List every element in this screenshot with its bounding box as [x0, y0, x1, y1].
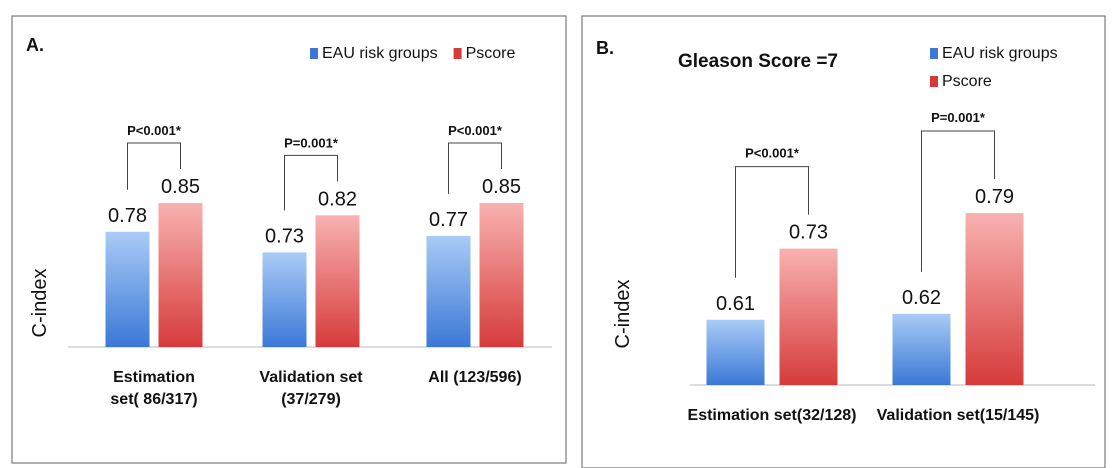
panel-a-value-label-pscore-2: 0.85	[482, 176, 521, 198]
panel-a-label: A.	[26, 35, 44, 55]
panel-a-significance-label-1: P=0.001*	[284, 135, 339, 150]
panel-b-significance-label-0: P<0.001*	[745, 146, 800, 161]
panel-a-value-label-eau-2: 0.77	[429, 209, 468, 231]
panel-a-y-axis-label: C-index	[29, 269, 51, 338]
panel-b-category-label-0: Estimation set(32/128)	[688, 407, 857, 424]
panel-a-significance-label-2: P<0.001*	[448, 123, 503, 138]
panel-a-category-label-0-line-1: set( 86/317)	[110, 391, 197, 408]
panel-a-significance-bracket-2	[448, 142, 502, 194]
panel-a-legend-label-eau: EAU risk groups	[322, 45, 438, 62]
panel-a-value-label-pscore-1: 0.82	[318, 188, 357, 210]
panel-b-legend: EAU risk groups Pscore	[930, 45, 1058, 90]
panel-b-border	[581, 15, 1106, 468]
panel-a-value-label-eau-0: 0.78	[108, 205, 147, 227]
panel-a-category-label-2: All (123/596)	[428, 369, 521, 386]
panel-b-plot-area: 0.61 0.73 P<0.001* Estimation set(32/128) 0.…	[688, 110, 1040, 424]
panel-b-value-label-pscore-1: 0.79	[975, 186, 1014, 208]
panel-a-category-label-1-line-1: (37/279)	[281, 391, 341, 408]
panel-a-significance-bracket-1	[284, 154, 338, 211]
panel-a-bar-pscore-1	[315, 215, 360, 347]
panel-a-bar-eau-1	[262, 252, 307, 347]
panel-b-bar-eau-1	[892, 313, 951, 385]
panel-b-legend-swatch-eau	[930, 48, 938, 59]
panel-b-value-label-eau-1: 0.62	[902, 287, 941, 309]
panel-a-legend: EAU risk groups Pscore	[310, 45, 515, 62]
panel-b-title: Gleason Score =7	[678, 51, 838, 72]
panel-b-legend-swatch-pscore	[930, 76, 938, 87]
panel-b-significance-bracket-0	[735, 166, 809, 278]
panel-b-legend-label-eau: EAU risk groups	[942, 45, 1058, 62]
panel-b-category-label-1: Validation set(15/145)	[877, 407, 1040, 424]
panel-a-border	[11, 15, 567, 464]
panel-b-value-label-pscore-0: 0.73	[789, 222, 828, 244]
panel-a-bar-pscore-2	[479, 203, 524, 347]
panel-b-value-label-eau-0: 0.61	[716, 293, 755, 315]
panel-b-bar-pscore-0	[779, 248, 838, 385]
panel-a-bar-eau-0	[105, 231, 150, 347]
panel-a-category-label-1-line-0: Validation set	[259, 369, 363, 386]
panel-a-bar-eau-2	[426, 235, 471, 347]
panel-a-value-label-pscore-0: 0.85	[161, 176, 200, 198]
panel-b-bar-eau-0	[706, 319, 765, 385]
panel-a-category-label-0-line-0: Estimation	[113, 369, 195, 386]
panel-a-significance-label-0: P<0.001*	[127, 123, 182, 138]
panel-b: B. Gleason Score =7 EAU risk groups Pscor…	[581, 15, 1106, 468]
panel-a-plot-area: 0.78 0.85 P<0.001* Estimation set( 86/317) 0.…	[105, 123, 524, 408]
panel-b-legend-label-pscore: Pscore	[942, 73, 992, 90]
panel-a-bar-pscore-0	[158, 203, 203, 347]
panel-a-legend-label-pscore: Pscore	[466, 45, 516, 62]
panel-b-significance-bracket-1	[921, 130, 995, 272]
panel-a-legend-swatch-eau	[310, 48, 318, 59]
panel-a-significance-bracket-0	[127, 142, 181, 190]
panel-b-y-axis-label: C-index	[612, 280, 634, 349]
panel-a-value-label-eau-1: 0.73	[265, 225, 304, 247]
panel-a-legend-swatch-pscore	[453, 48, 462, 59]
panel-b-significance-label-1: P=0.001*	[931, 110, 986, 125]
panel-a: A. EAU risk groups Pscore C-index 0.78 0.8…	[11, 15, 567, 464]
panel-b-bar-pscore-1	[965, 213, 1024, 385]
panel-b-label: B.	[596, 38, 614, 58]
